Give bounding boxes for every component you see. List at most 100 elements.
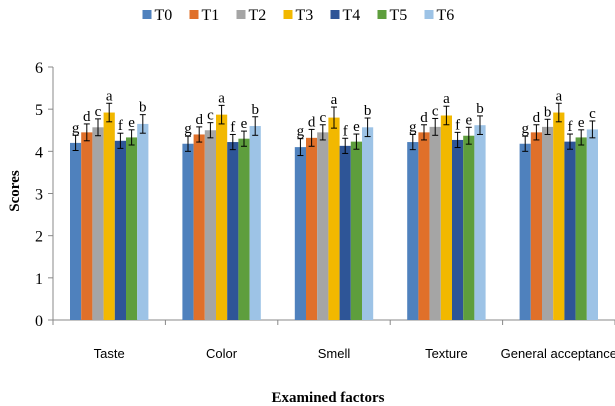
legend-swatch	[189, 10, 199, 19]
significance-letter: e	[578, 115, 585, 131]
y-tick-label: 4	[35, 144, 43, 161]
y-tick-label: 6	[35, 60, 43, 77]
significance-letter: e	[353, 119, 360, 135]
bar	[474, 125, 486, 320]
significance-letter: c	[589, 106, 596, 122]
x-axis-title: Examined factors	[272, 390, 385, 406]
legend-label: T4	[343, 7, 361, 24]
legend-label: T3	[296, 7, 314, 24]
significance-letter: f	[118, 118, 123, 134]
significance-letter: c	[432, 103, 439, 119]
x-tick-label: Smell	[318, 346, 351, 361]
significance-letter: g	[409, 119, 417, 135]
significance-letter: f	[455, 117, 460, 133]
bar	[92, 127, 104, 320]
bar	[350, 141, 362, 320]
bar	[114, 140, 126, 320]
significance-letter: b	[544, 104, 552, 120]
significance-letter: d	[308, 114, 316, 130]
bar	[70, 142, 82, 320]
legend-label: T0	[155, 7, 173, 24]
bar	[81, 132, 93, 320]
bar	[306, 137, 318, 320]
bar	[137, 123, 149, 320]
significance-letter: f	[230, 119, 235, 135]
bar	[317, 132, 329, 320]
significance-letter: a	[106, 88, 113, 104]
bar	[463, 135, 475, 320]
y-axis-title: Scores	[7, 170, 23, 212]
bar	[193, 134, 205, 320]
legend-label: T5	[390, 7, 408, 24]
y-tick-label: 1	[35, 271, 43, 288]
significance-letter: c	[207, 108, 214, 124]
bar	[429, 126, 441, 320]
significance-letter: d	[533, 110, 541, 126]
bar	[182, 143, 194, 320]
legend-swatch	[377, 10, 387, 19]
bar	[564, 141, 576, 320]
significance-letter: g	[184, 121, 192, 137]
bar	[126, 137, 138, 320]
bar	[519, 143, 531, 320]
bar	[575, 137, 587, 320]
significance-letter: g	[72, 120, 80, 136]
significance-letter: e	[241, 116, 248, 132]
legend-swatch	[424, 10, 434, 19]
y-axis: 0 1 2 3 4 5 6	[35, 60, 54, 330]
significance-letter: d	[420, 110, 428, 126]
bar	[238, 138, 250, 320]
bar	[103, 112, 115, 320]
significance-letter: e	[465, 112, 472, 128]
significance-letter: f	[568, 119, 573, 135]
bar	[216, 114, 228, 320]
significance-letter: g	[297, 124, 305, 140]
bar	[553, 112, 565, 320]
significance-letter: a	[331, 92, 338, 108]
significance-letter: g	[521, 121, 529, 137]
legend-swatch	[330, 10, 340, 19]
y-tick-label: 0	[35, 313, 43, 330]
bar	[328, 117, 340, 320]
chart-legend: T0 T1 T2 T3 T4 T5 T6	[142, 7, 455, 24]
x-tick-label: Color	[206, 346, 238, 361]
bar	[249, 126, 261, 321]
significance-letter: b	[364, 103, 372, 119]
legend-label: T1	[202, 7, 220, 24]
bar	[452, 139, 464, 320]
x-tick-label: Taste	[94, 346, 125, 361]
bar	[227, 142, 239, 320]
y-tick-label: 5	[35, 102, 43, 119]
legend-label: T6	[437, 7, 455, 24]
significance-letter: b	[476, 101, 484, 117]
significance-letter: b	[251, 102, 259, 118]
bar	[530, 132, 542, 320]
significance-letter: a	[218, 90, 225, 106]
bar	[440, 115, 452, 320]
legend-swatch	[236, 10, 246, 19]
significance-letter: b	[139, 100, 147, 116]
significance-letter: a	[555, 88, 562, 104]
bar	[294, 147, 306, 320]
bar	[586, 129, 598, 320]
significance-letter: d	[83, 109, 91, 125]
significance-letter: c	[319, 110, 326, 126]
bar	[542, 126, 554, 320]
significance-letter: d	[195, 112, 203, 128]
y-tick-label: 2	[35, 229, 43, 246]
y-tick-label: 3	[35, 187, 43, 204]
bar	[204, 130, 216, 320]
significance-letter: f	[343, 123, 348, 139]
bar	[362, 127, 374, 320]
significance-letter: a	[443, 91, 450, 107]
significance-letter: e	[128, 115, 135, 131]
bar	[418, 132, 430, 320]
bar	[407, 142, 419, 320]
legend-label: T2	[249, 7, 267, 24]
x-axis: Taste Color Smell Texture General acceptance	[52, 319, 615, 361]
legend-swatch	[142, 10, 152, 19]
x-tick-label: General acceptance	[501, 346, 615, 361]
significance-letter: c	[95, 104, 102, 120]
x-tick-label: Texture	[425, 346, 468, 361]
